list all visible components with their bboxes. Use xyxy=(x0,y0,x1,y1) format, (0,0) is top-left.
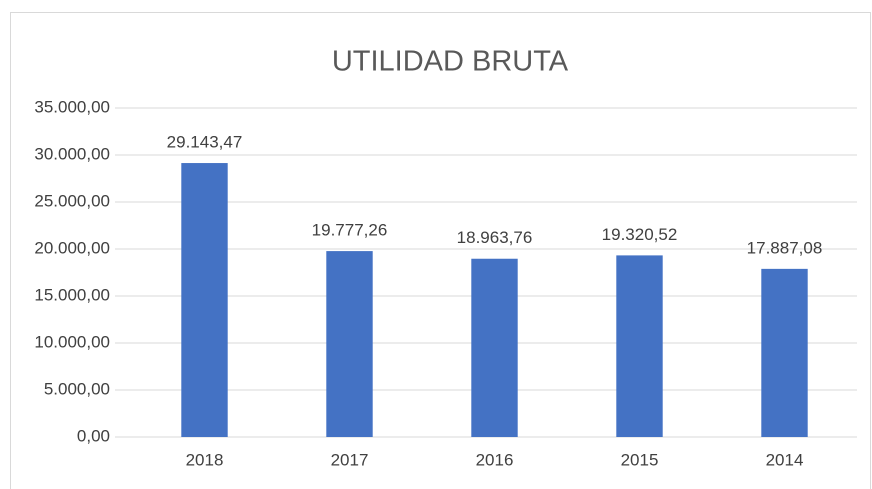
y-tick-label: 35.000,00 xyxy=(34,97,110,116)
y-tick-label: 25.000,00 xyxy=(34,191,110,210)
bar xyxy=(181,163,228,437)
x-tick-label: 2018 xyxy=(186,450,224,469)
x-tick-label: 2014 xyxy=(766,450,804,469)
data-label: 29.143,47 xyxy=(167,133,243,152)
x-tick-label: 2017 xyxy=(331,450,369,469)
chart-title: UTILIDAD BRUTA xyxy=(332,46,569,78)
data-label: 19.777,26 xyxy=(312,221,388,240)
data-label: 19.320,52 xyxy=(602,225,678,244)
bar xyxy=(761,268,808,437)
y-tick-label: 10.000,00 xyxy=(34,332,110,351)
bar xyxy=(326,251,373,437)
y-tick-label: 20.000,00 xyxy=(34,238,110,257)
bar xyxy=(616,255,663,437)
y-tick-label: 0,00 xyxy=(77,426,110,445)
x-tick-label: 2016 xyxy=(476,450,514,469)
bar xyxy=(471,258,518,437)
x-tick-label: 2015 xyxy=(621,450,659,469)
data-label: 18.963,76 xyxy=(457,228,533,247)
y-tick-label: 5.000,00 xyxy=(44,379,110,398)
chart-frame xyxy=(10,12,871,489)
y-tick-label: 30.000,00 xyxy=(34,144,110,163)
y-tick-label: 15.000,00 xyxy=(34,285,110,304)
data-label: 17.887,08 xyxy=(747,238,823,257)
